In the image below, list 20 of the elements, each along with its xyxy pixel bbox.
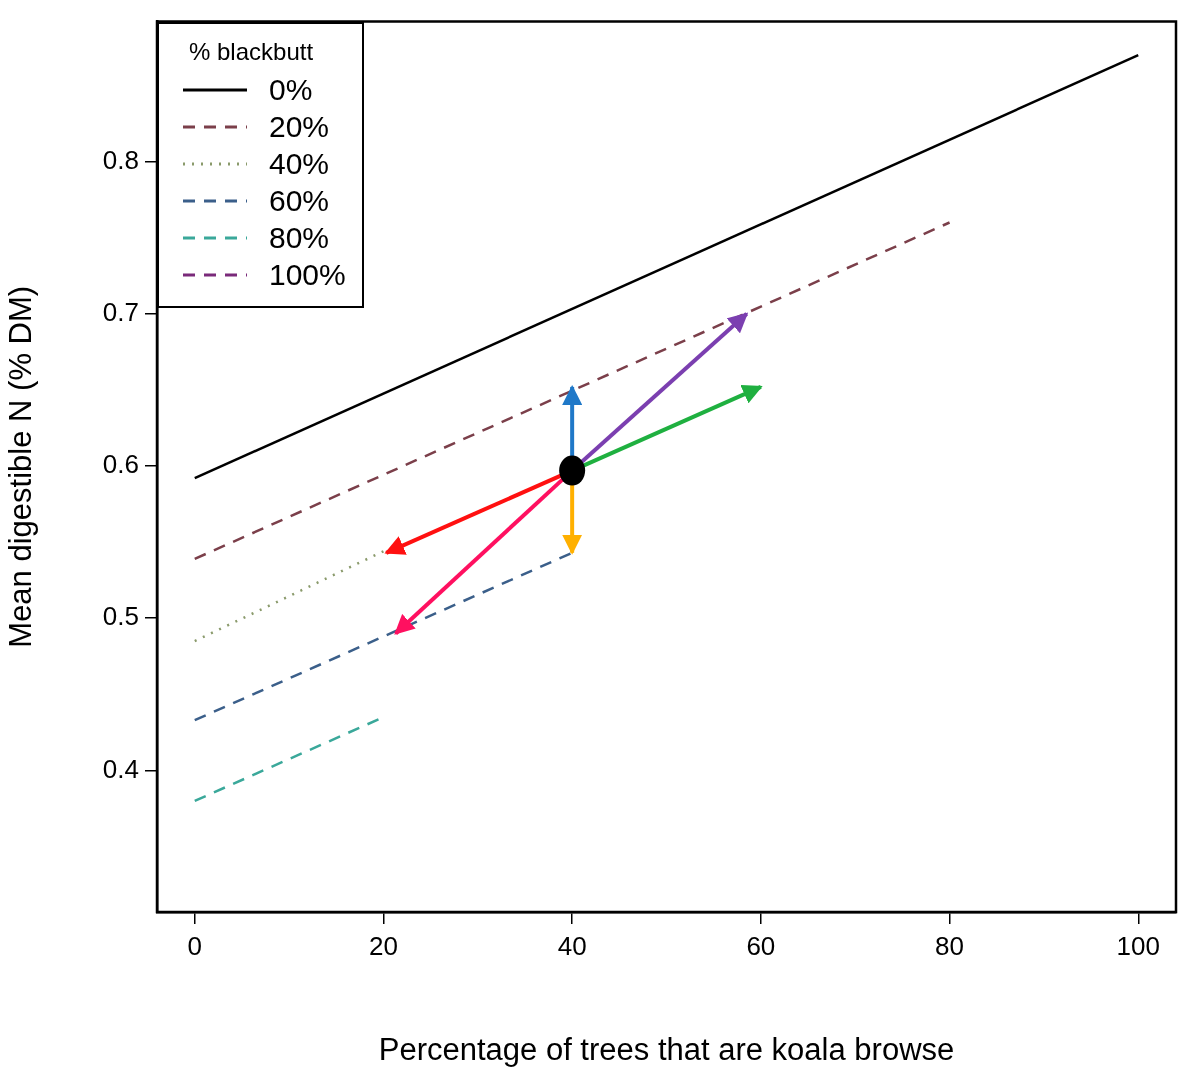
x-axis-title: Percentage of trees that are koala browse xyxy=(378,1031,955,1067)
x-tick-label: 20 xyxy=(368,930,398,961)
legend-label: 20% xyxy=(269,110,330,145)
legend-label: 0% xyxy=(269,73,313,108)
y-tick-label: 0.5 xyxy=(102,601,139,632)
x-tick-label: 40 xyxy=(557,930,587,961)
y-axis-title: Mean digestible N (% DM) xyxy=(3,285,39,648)
x-tick-label: 80 xyxy=(935,930,965,961)
x-tick-label: 0 xyxy=(187,930,202,961)
legend-label: 60% xyxy=(269,184,330,219)
legend-title: % blackbutt xyxy=(188,37,315,66)
y-tick-label: 0.4 xyxy=(102,753,139,784)
y-tick-label: 0.6 xyxy=(102,449,139,480)
legend-label: 40% xyxy=(269,147,330,182)
y-tick-label: 0.7 xyxy=(102,297,139,328)
y-tick-label: 0.8 xyxy=(102,144,139,175)
legend-label: 100% xyxy=(269,258,346,293)
legend-label: 80% xyxy=(269,221,330,256)
x-tick-label: 100 xyxy=(1116,930,1160,961)
x-tick-label: 60 xyxy=(746,930,776,961)
